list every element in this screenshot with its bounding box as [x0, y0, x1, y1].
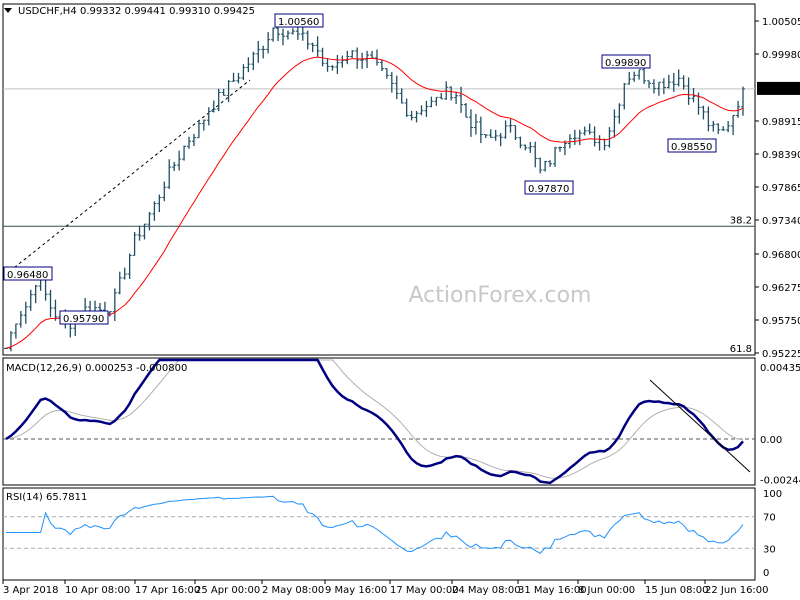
fib-label: 38.2: [730, 215, 752, 226]
price-tick-label: 0.98915: [762, 117, 800, 128]
time-label: 31 May 16:00: [518, 585, 587, 596]
rsi-tick-label: 100: [763, 489, 782, 500]
time-label: 10 Apr 08:00: [65, 585, 130, 596]
price-tick-label: 1.00505: [762, 17, 800, 28]
price-tick-label: 0.98390: [762, 150, 800, 161]
price-tick-label: 0.95750: [762, 316, 800, 327]
macd-tick-label: 0.004351: [760, 363, 800, 374]
price-tick-label: 0.95225: [762, 349, 800, 360]
time-label: 3 Apr 2018: [3, 585, 58, 596]
price-annotation-box: [524, 180, 574, 195]
macd-line: [5, 358, 744, 485]
rsi-tick-label: 30: [763, 544, 776, 555]
rsi-line: [6, 495, 744, 554]
watermark: ActionForex.com: [409, 283, 592, 308]
price-annotation: 0.95790: [63, 314, 104, 325]
moving-average-line: [5, 56, 744, 349]
macd-tick-label: 0.00: [760, 435, 782, 446]
price-annotation-box: [601, 54, 651, 69]
collapse-triangle-icon[interactable]: [4, 8, 12, 13]
price-tick-label: 0.97865: [762, 183, 800, 194]
symbol-label: USDCHF,H4: [18, 6, 77, 17]
macd-tick-label: -0.002448: [760, 476, 800, 487]
time-label: 9 May 16:00: [325, 585, 387, 596]
price-annotation: 0.98550: [671, 142, 712, 153]
time-label: 25 Apr 00:00: [195, 585, 260, 596]
price-annotation: 1.00560: [278, 17, 319, 28]
price-tick-label: 0.99980: [762, 50, 800, 61]
price-annotation-box: [667, 138, 717, 153]
price-tick-label: 0.97340: [762, 216, 800, 227]
price-annotation: 0.96480: [7, 270, 48, 281]
macd-trend-line: [649, 379, 751, 473]
time-label: 17 Apr 16:00: [135, 585, 200, 596]
time-label: 8 Jun 00:00: [578, 585, 635, 596]
rsi-label: RSI(14) 65.7811: [6, 492, 87, 503]
macd-panel-border: [2, 357, 756, 486]
price-annotation-box: [274, 13, 324, 28]
main-panel-border: [2, 3, 756, 356]
macd-signal-line: [5, 359, 744, 479]
current-price-badge: [757, 81, 800, 95]
time-label: 2 May 08:00: [262, 585, 324, 596]
price-tick-label: 0.96275: [762, 283, 800, 294]
price-tick-label: 0.96800: [762, 250, 800, 261]
macd-label: MACD(12,26,9) 0.000253 -0.000800: [6, 363, 187, 374]
time-label: 24 May 08:00: [452, 585, 521, 596]
ohlc-readout: 0.99332 0.99441 0.99310 0.99425: [80, 6, 255, 17]
price-annotation: 0.99890: [605, 58, 646, 69]
price-annotation-box: [3, 266, 53, 281]
price-annotation-box: [59, 310, 109, 325]
time-label: 17 May 00:00: [390, 585, 459, 596]
time-label: 15 Jun 08:00: [645, 585, 709, 596]
rsi-tick-label: 0: [763, 568, 769, 579]
time-label: 22 Jun 16:00: [705, 585, 769, 596]
rsi-panel-border: [2, 487, 756, 581]
rsi-tick-label: 70: [763, 513, 776, 524]
current-price-label: 0.99425: [760, 85, 800, 96]
fib-label: 61.8: [730, 344, 752, 355]
price-annotation: 0.97870: [528, 184, 569, 195]
